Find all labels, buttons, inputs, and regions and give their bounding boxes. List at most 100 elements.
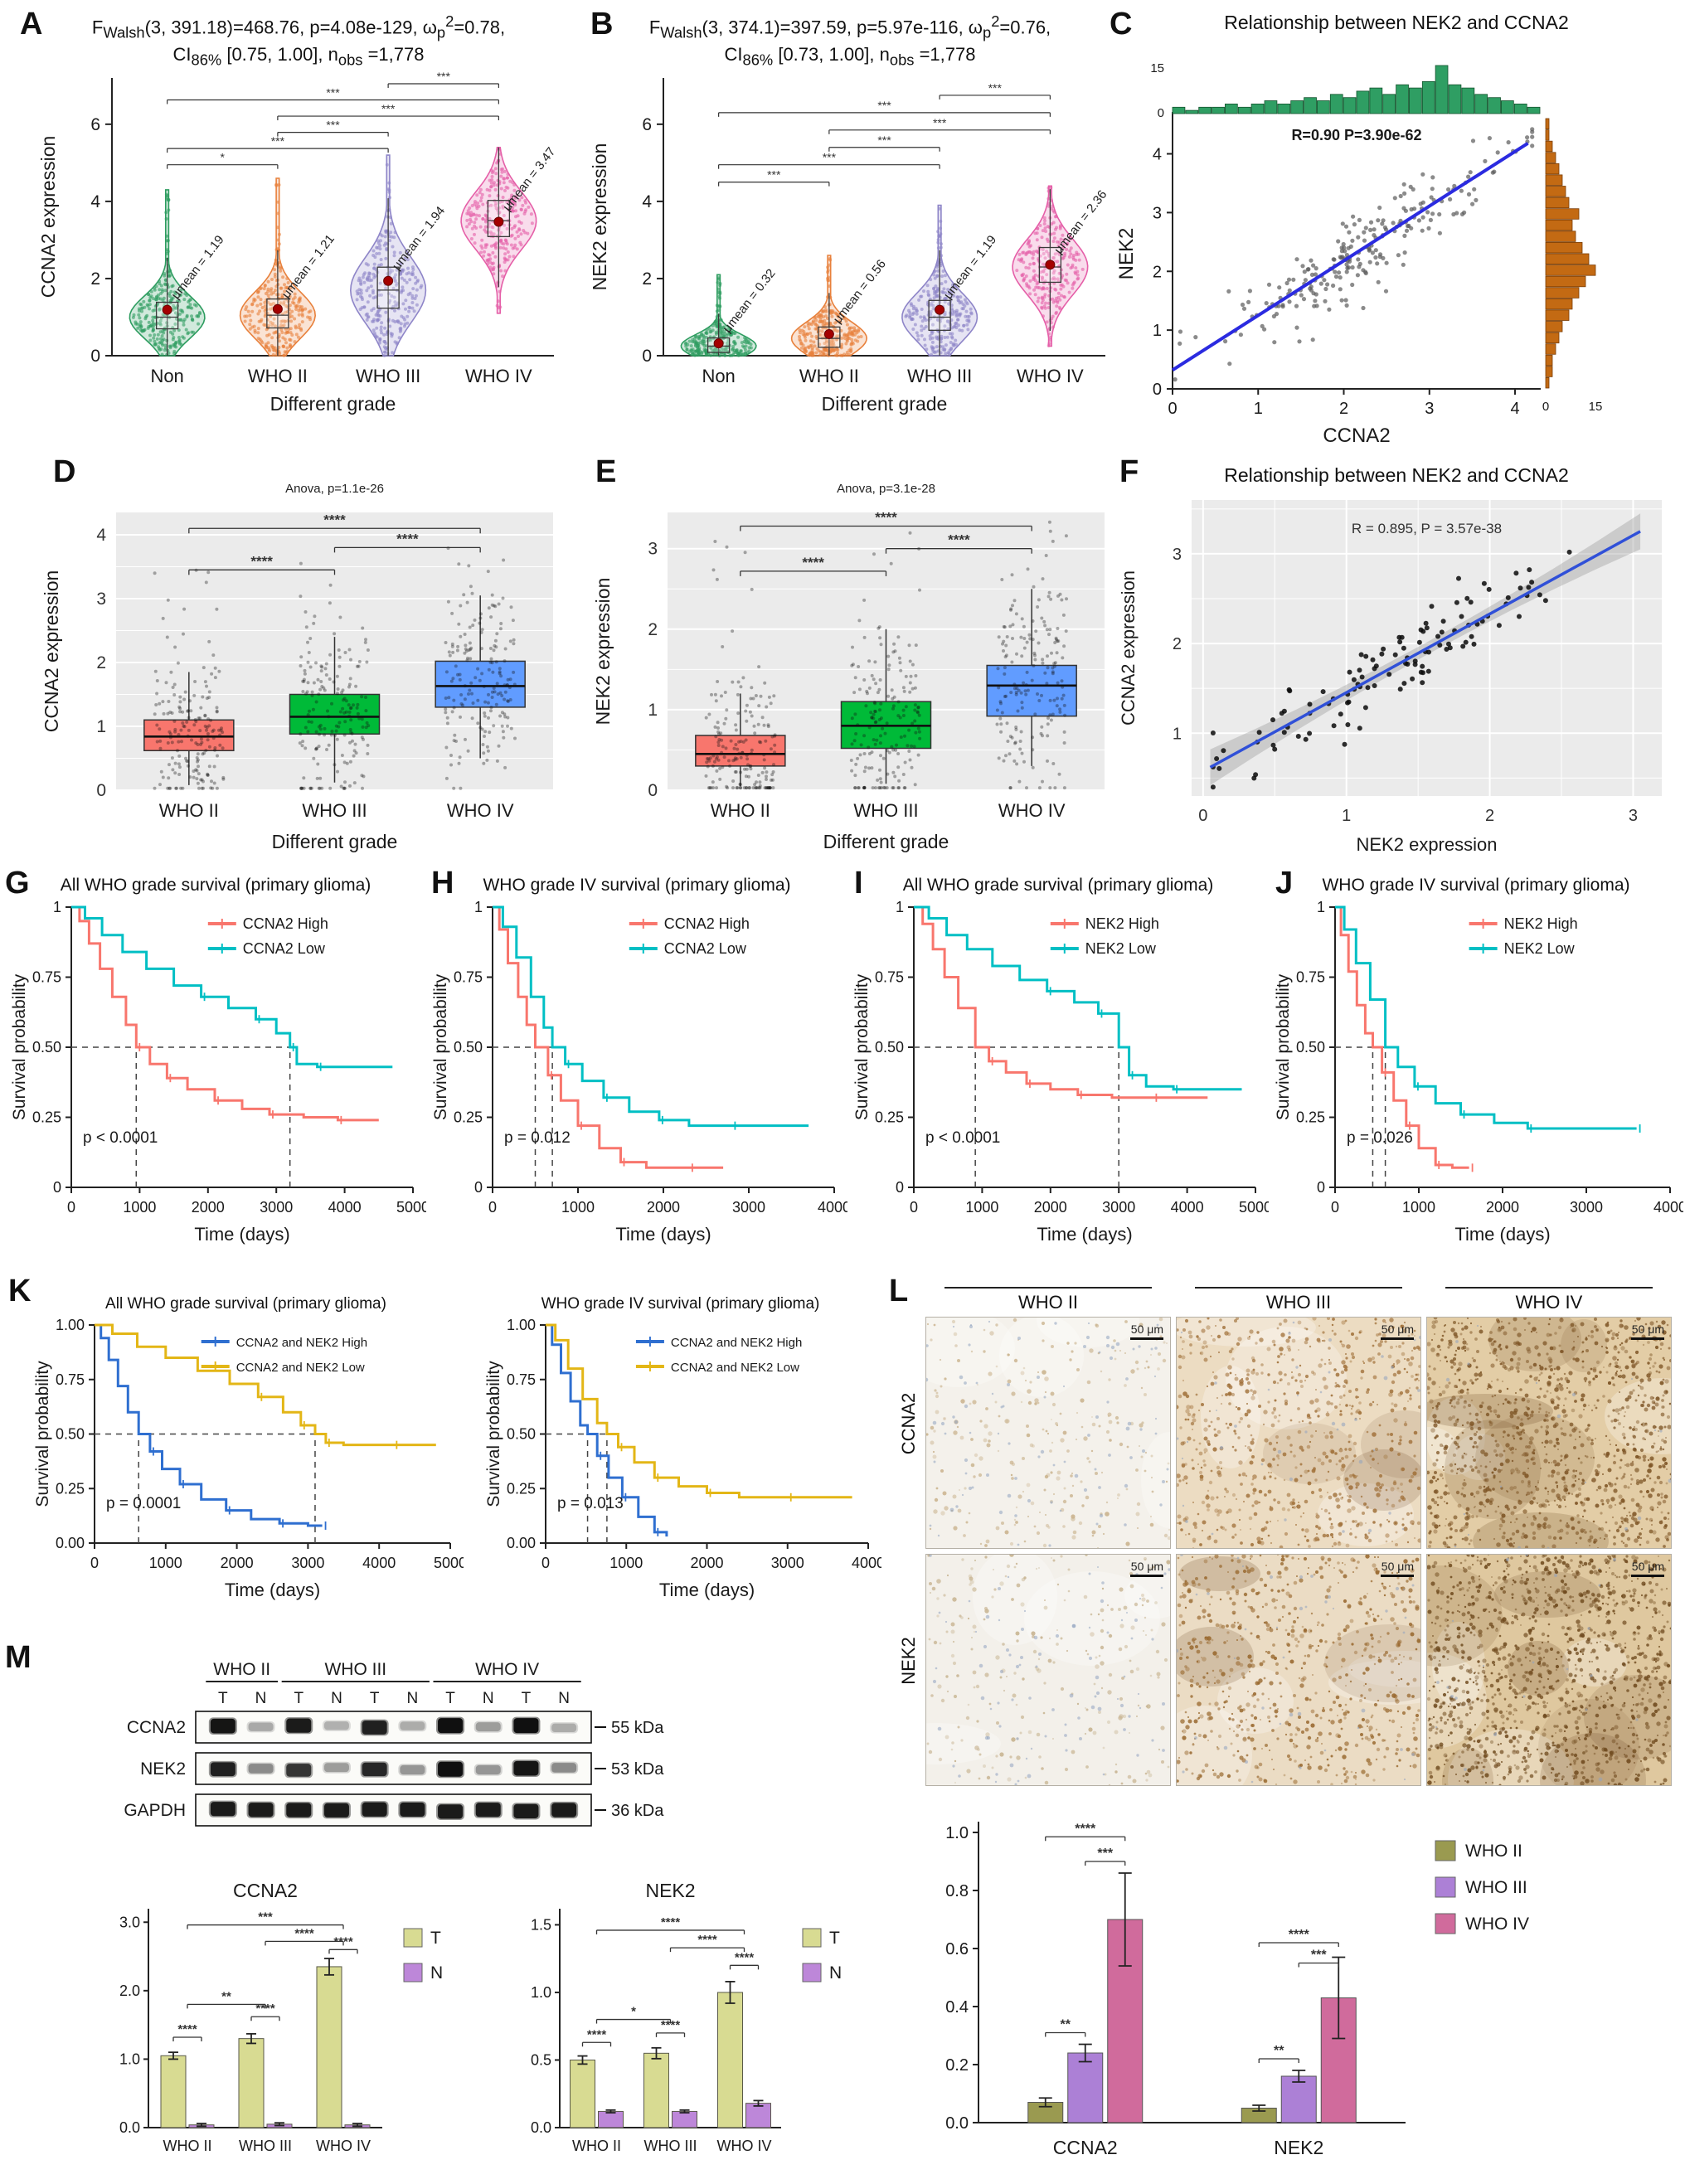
boxplot-nek2: 0 1 2 3 Anova, p=3.1e-28 NEK2 expression WHO I…: [592, 482, 1105, 852]
svg-text:p = 0.012: p = 0.012: [504, 1129, 571, 1147]
svg-text:4: 4: [1510, 400, 1519, 418]
blot-band: [362, 1802, 387, 1817]
panel-k-right-title: WHO grade IV survival (primary glioma): [541, 1295, 820, 1313]
svg-text:WHO IV: WHO IV: [447, 800, 514, 821]
svg-text:NEK2 High: NEK2 High: [1085, 915, 1159, 932]
blot-band: [286, 1718, 312, 1733]
svg-text:Time (days): Time (days): [194, 1224, 289, 1245]
svg-text:CCNA2 expression: CCNA2 expression: [41, 570, 62, 733]
svg-text:***: ***: [326, 85, 340, 99]
svg-text:CCNA2 expression: CCNA2 expression: [37, 135, 59, 298]
svg-text:3: 3: [1425, 400, 1434, 418]
svg-text:6: 6: [642, 115, 652, 134]
svg-text:15: 15: [1589, 400, 1603, 414]
panel-m-bar-ccna2: 0.0 1.0 2.0 3.0 CCNA2 WHO II WHO III WHO IV ****…: [86, 1876, 488, 2182]
svg-text:*: *: [221, 150, 226, 163]
svg-text:1000: 1000: [1402, 1199, 1435, 1216]
svg-text:0: 0: [96, 781, 106, 800]
panel-b: FWalsh(3, 374.1)=397.59, p=5.97e-116, ωp…: [585, 12, 1115, 434]
svg-text:3000: 3000: [771, 1555, 804, 1571]
blot-band: [475, 1803, 501, 1818]
svg-text:2: 2: [1153, 263, 1162, 281]
mean-dot: [383, 275, 394, 286]
svg-text:0.25: 0.25: [454, 1109, 483, 1126]
svg-text:0: 0: [896, 1179, 904, 1196]
km-curve: [95, 1323, 323, 1527]
km-curve: [95, 1323, 436, 1447]
svg-text:1: 1: [1317, 899, 1325, 915]
bar: [1067, 2052, 1104, 2123]
panel-letter-l: L: [889, 1274, 909, 1308]
svg-text:2000: 2000: [221, 1555, 254, 1571]
svg-text:1: 1: [1173, 725, 1182, 743]
ihc-row-label-nek2: NEK2: [898, 1637, 919, 1685]
scale-bar: 50 μm: [1130, 1323, 1163, 1340]
svg-text:1: 1: [648, 701, 658, 720]
svg-text:****: ****: [396, 531, 419, 546]
svg-text:0.75: 0.75: [32, 969, 61, 986]
blot-band: [323, 1721, 349, 1730]
svg-text:Time (days): Time (days): [615, 1224, 711, 1245]
blot-band: [551, 1763, 577, 1773]
panel-m-bar-grouped: 0.0 0.2 0.4 0.6 0.8 1.0 CCNA2 NEK2 **** *** ** ****…: [900, 1789, 1555, 2184]
svg-text:p < 0.0001: p < 0.0001: [83, 1129, 158, 1147]
scale-bar: 50 μm: [1130, 1560, 1163, 1577]
svg-text:WHO III: WHO III: [356, 366, 420, 386]
svg-text:2: 2: [1485, 807, 1494, 825]
blot-band: [513, 1718, 539, 1734]
svg-text:4000: 4000: [818, 1199, 847, 1216]
svg-text:NEK2: NEK2: [1115, 228, 1138, 280]
km-curve: [71, 905, 393, 1069]
svg-text:CCNA2 Low: CCNA2 Low: [664, 940, 747, 957]
svg-text:0.50: 0.50: [1296, 1039, 1325, 1056]
blot-band: [551, 1803, 577, 1818]
svg-text:Survival probability: Survival probability: [431, 973, 450, 1120]
ihc-row-label-ccna2: CCNA2: [898, 1392, 919, 1455]
svg-text:***: ***: [877, 99, 891, 112]
svg-text:0: 0: [1158, 106, 1164, 120]
svg-text:Different grade: Different grade: [823, 831, 949, 852]
svg-text:***: ***: [877, 133, 891, 146]
svg-text:0: 0: [53, 1179, 61, 1196]
svg-text:0.25: 0.25: [56, 1480, 85, 1497]
svg-text:0.25: 0.25: [507, 1480, 536, 1497]
svg-text:3000: 3000: [291, 1555, 324, 1571]
blot-band: [210, 1718, 236, 1734]
svg-text:CCNA2 Low: CCNA2 Low: [243, 940, 326, 957]
svg-text:3000: 3000: [1102, 1199, 1135, 1216]
svg-text:2: 2: [1339, 400, 1348, 418]
scale-bar: 50 μm: [1381, 1323, 1414, 1340]
svg-text:4: 4: [96, 526, 106, 545]
box: [695, 735, 786, 767]
ihc-tile-nek2-who2: 50 μm: [925, 1554, 1171, 1786]
panel-a-stats: FWalsh(3, 391.18)=468.76, p=4.08e-129, ω…: [91, 12, 506, 68]
svg-text:0: 0: [90, 347, 100, 366]
svg-text:μmean = 1.21: μmean = 1.21: [279, 232, 337, 301]
svg-text:WHO IV: WHO IV: [998, 800, 1066, 821]
bar: [316, 1966, 342, 2128]
bar: [598, 2110, 624, 2128]
blot-band: [400, 1721, 425, 1730]
bar: [570, 2059, 595, 2128]
panel-a: FWalsh(3, 391.18)=468.76, p=4.08e-129, ω…: [33, 12, 564, 434]
svg-text:4: 4: [642, 192, 652, 211]
svg-text:2000: 2000: [647, 1199, 680, 1216]
svg-text:WHO II: WHO II: [248, 366, 308, 386]
svg-text:****: ****: [948, 532, 970, 548]
panel-i: All WHO grade survival (primary glioma) …: [847, 876, 1269, 1260]
panel-c: Relationship between NEK2 and CCNA2 0 1 2 3…: [1113, 12, 1680, 453]
panel-c-title: Relationship between NEK2 and CCNA2: [1224, 12, 1569, 33]
panel-h-title: WHO grade IV survival (primary glioma): [483, 876, 791, 895]
blot-band: [286, 1764, 312, 1777]
mean-dot: [1045, 259, 1056, 269]
svg-text:NEK2 Low: NEK2 Low: [1504, 940, 1576, 957]
blot-band: [400, 1764, 425, 1775]
svg-text:Survival probability: Survival probability: [33, 1361, 52, 1507]
regression-line: [1171, 142, 1529, 372]
svg-text:p = 0.0001: p = 0.0001: [106, 1495, 181, 1512]
svg-text:1000: 1000: [123, 1199, 156, 1216]
svg-text:0.50: 0.50: [32, 1039, 61, 1056]
panel-letter-f: F: [1119, 454, 1139, 489]
svg-text:3: 3: [1153, 204, 1162, 222]
